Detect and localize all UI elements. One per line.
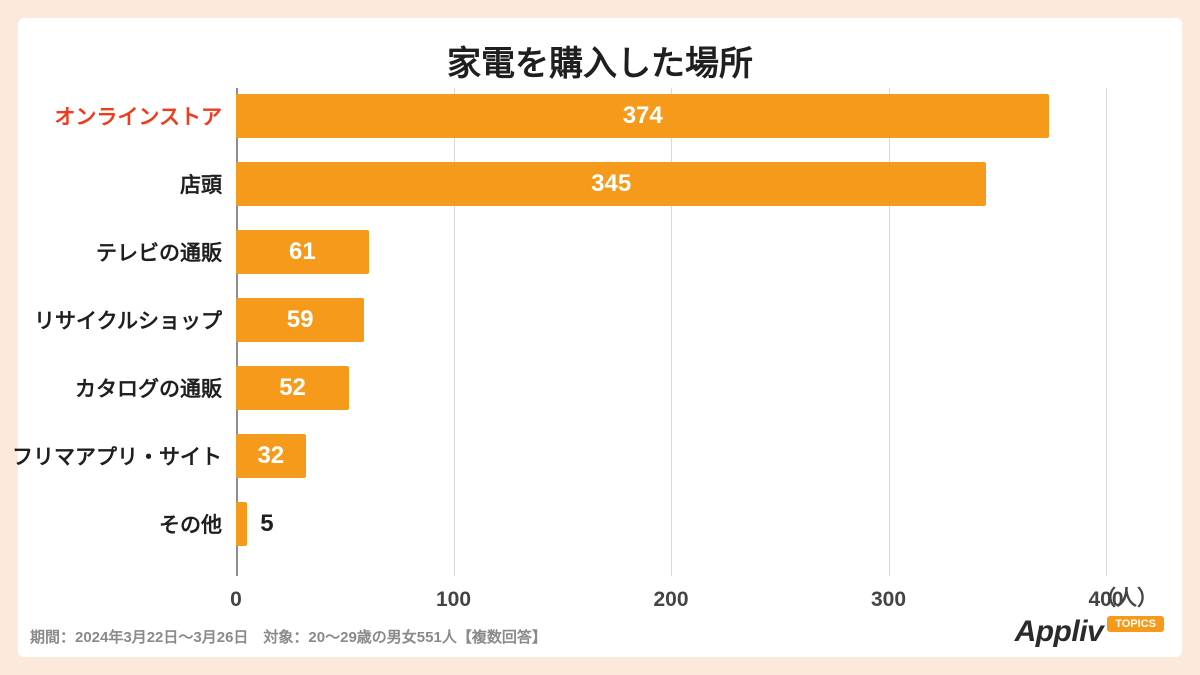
survey-footnote: 期間：2024年3月22日〜3月26日 対象：20〜29歳の男女551人【複数回… xyxy=(30,626,547,647)
bar-value-label: 5 xyxy=(260,510,273,538)
chart-title: 家電を購入した場所 xyxy=(18,36,1182,85)
x-tick-label: 0 xyxy=(230,588,242,612)
brand-logo: Appliv TOPICS xyxy=(1015,615,1164,649)
category-label: フリマアプリ・サイト xyxy=(12,441,236,471)
bar xyxy=(236,502,247,546)
brand-logo-text: Appliv xyxy=(1015,615,1104,649)
x-tick-label: 200 xyxy=(653,588,688,612)
bar-value-label: 52 xyxy=(279,374,306,402)
outer-frame: 家電を購入した場所 （人） 0100200300400オンラインストア374店頭… xyxy=(0,0,1200,675)
bar-value-label: 61 xyxy=(289,238,316,266)
category-label: カタログの通販 xyxy=(75,373,236,403)
category-label: テレビの通販 xyxy=(96,237,236,267)
bar-row: リサイクルショップ59 xyxy=(236,298,1106,342)
bar-row: その他5 xyxy=(236,502,1106,546)
brand-logo-badge: TOPICS xyxy=(1107,616,1164,632)
x-tick-label: 300 xyxy=(871,588,906,612)
bar-row: オンラインストア374 xyxy=(236,94,1106,138)
bar-row: フリマアプリ・サイト32 xyxy=(236,434,1106,478)
grid-line xyxy=(1106,88,1107,576)
plot-area: （人） 0100200300400オンラインストア374店頭345テレビの通販6… xyxy=(236,88,1106,576)
x-tick-label: 100 xyxy=(436,588,471,612)
bar-row: テレビの通販61 xyxy=(236,230,1106,274)
bar-value-label: 345 xyxy=(591,170,631,198)
bar-value-label: 32 xyxy=(257,442,284,470)
bar-row: カタログの通販52 xyxy=(236,366,1106,410)
chart-card: 家電を購入した場所 （人） 0100200300400オンラインストア374店頭… xyxy=(18,18,1182,657)
bar-row: 店頭345 xyxy=(236,162,1106,206)
bar-value-label: 59 xyxy=(287,306,314,334)
category-label: 店頭 xyxy=(180,169,236,199)
category-label: その他 xyxy=(159,509,236,539)
category-label: リサイクルショップ xyxy=(34,305,236,335)
category-label: オンラインストア xyxy=(54,101,236,131)
x-tick-label: 400 xyxy=(1088,588,1123,612)
bar-value-label: 374 xyxy=(623,102,663,130)
